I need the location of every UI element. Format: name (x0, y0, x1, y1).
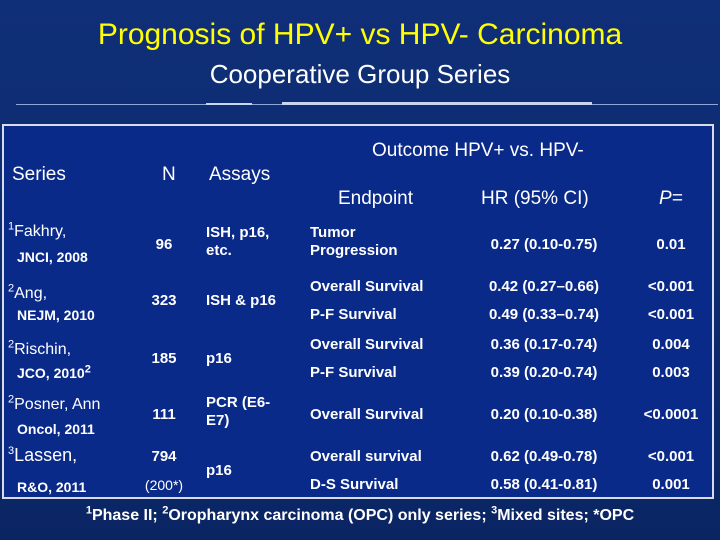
endpoint: Tumor Progression (310, 224, 398, 259)
sample-size: 185 (151, 350, 177, 367)
series-footnote-marker: 2 (8, 282, 15, 295)
header-p: P= (659, 188, 683, 209)
hazard-ratio: 0.49 (0.33–0.74) (488, 306, 600, 323)
endpoint: Overall Survival (310, 406, 424, 423)
series-name: 2Posner, Ann (8, 393, 101, 414)
p-value: <0.001 (647, 306, 695, 323)
endpoint: Overall survival (310, 448, 422, 465)
p-value: 0.003 (652, 364, 690, 381)
slide-subtitle: Cooperative Group Series (209, 59, 511, 89)
assay: p16 (206, 462, 232, 479)
endpoint: Overall Survival (310, 336, 424, 353)
p-value: <0.0001 (643, 406, 699, 423)
slide-title: Prognosis of HPV+ vs HPV- Carcinoma (97, 18, 623, 51)
header-assays: Assays (209, 164, 271, 185)
series-journal: JNCI, 2008 (17, 249, 88, 265)
results-table: Series N Assays Outcome HPV+ vs. HPV- En… (2, 124, 714, 499)
table-footnote: 1Phase II; 2Oropharynx carcinoma (OPC) o… (0, 504, 720, 525)
series-journal: NEJM, 2010 (17, 307, 95, 323)
series-name: 2Ang, (8, 282, 48, 303)
series-footnote-marker: 2 (8, 393, 15, 406)
p-value: 0.001 (652, 476, 690, 493)
title-divider-accent-left (206, 103, 252, 105)
hazard-ratio: 0.42 (0.27–0.66) (488, 278, 600, 295)
series-author: Posner, Ann (14, 396, 101, 413)
hazard-ratio: 0.39 (0.20-0.74) (490, 364, 598, 381)
series-journal: R&O, 2011 (17, 479, 87, 495)
header-endpoint: Endpoint (338, 188, 414, 209)
title-divider-accent (282, 102, 592, 105)
p-value: 0.01 (656, 236, 686, 253)
endpoint: P-F Survival (310, 306, 397, 323)
journal-footnote-marker: 2 (84, 363, 91, 376)
assay: ISH & p16 (206, 292, 277, 309)
p-value: <0.001 (647, 448, 695, 465)
sample-size: 794 (151, 448, 177, 465)
header-outcome: Outcome HPV+ vs. HPV- (372, 140, 584, 161)
footnote-text-3: Mixed sites; *OPC (497, 507, 635, 524)
footnote-marker-2: 2 (162, 504, 169, 517)
endpoint: Overall Survival (310, 278, 424, 295)
header-n: N (162, 164, 176, 185)
series-name: 2Rischin, (8, 338, 72, 359)
series-journal: Oncol, 2011 (17, 421, 95, 437)
p-value: 0.004 (652, 336, 690, 353)
assay: PCR (E6-E7) (206, 394, 271, 429)
hazard-ratio: 0.58 (0.41-0.81) (490, 476, 598, 493)
footnote-text-2: Oropharynx carcinoma (OPC) only series; (168, 507, 492, 524)
series-journal: JCO, 20102 (17, 364, 91, 382)
series-author: Fakhry, (14, 223, 67, 240)
series-journal-text: JCO, 2010 (17, 365, 85, 381)
sample-size-opc: (200*) (144, 477, 184, 493)
series-author: Ang, (14, 285, 48, 302)
footnote-marker-3: 3 (491, 504, 498, 517)
sample-size: 323 (151, 292, 177, 309)
series-footnote-marker: 1 (8, 220, 15, 233)
sample-size: 96 (155, 236, 173, 253)
header-hr: HR (95% CI) (481, 188, 589, 209)
assay: ISH, p16, etc. (206, 224, 270, 259)
p-value: <0.001 (647, 278, 695, 295)
endpoint: D-S Survival (310, 476, 399, 493)
footnote-marker-1: 1 (85, 504, 92, 517)
series-name: 3Lassen, (8, 445, 78, 465)
series-name: 1Fakhry, (8, 220, 67, 241)
series-footnote-marker: 3 (8, 445, 15, 457)
series-author: Lassen, (14, 445, 78, 465)
series-author: Rischin, (14, 341, 72, 358)
sample-size: 111 (152, 406, 176, 423)
endpoint: P-F Survival (310, 364, 397, 381)
hazard-ratio: 0.20 (0.10-0.38) (490, 406, 598, 423)
hazard-ratio: 0.62 (0.49-0.78) (490, 448, 598, 465)
footnote-text-1: Phase II; (91, 507, 163, 524)
hazard-ratio: 0.27 (0.10-0.75) (490, 236, 598, 253)
header-series: Series (12, 164, 66, 185)
series-footnote-marker: 2 (8, 338, 15, 351)
hazard-ratio: 0.36 (0.17-0.74) (490, 336, 598, 353)
assay: p16 (206, 350, 232, 367)
